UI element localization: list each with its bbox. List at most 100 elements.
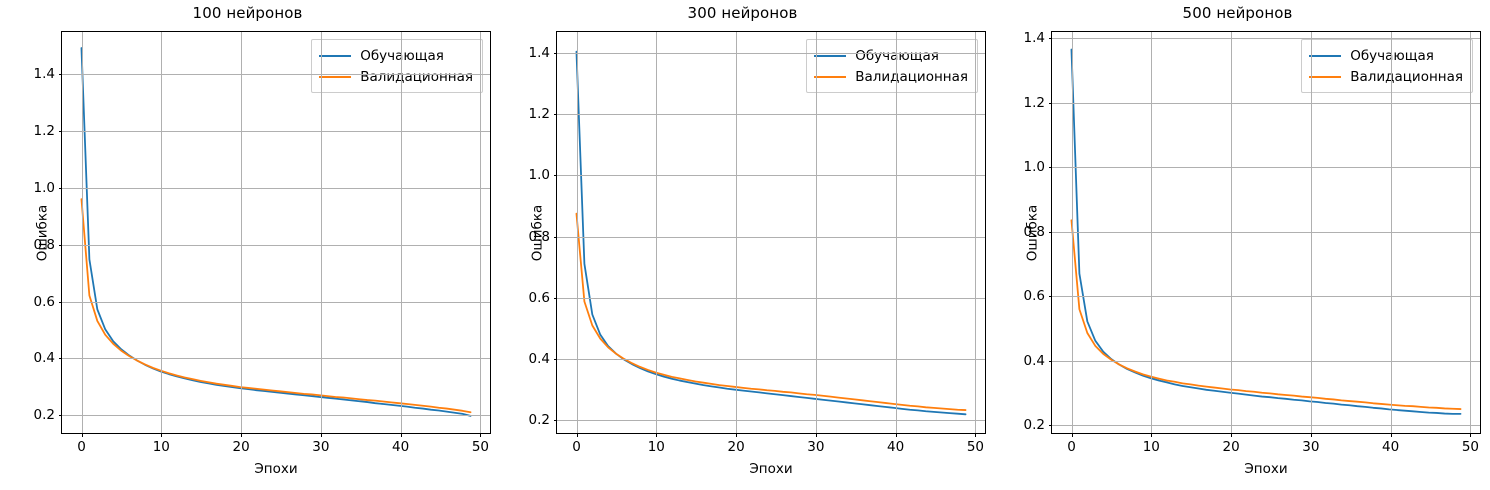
gridline-horizontal xyxy=(62,244,490,246)
gridline-horizontal xyxy=(1052,360,1480,362)
y-tick-label: 1.2 xyxy=(528,106,550,123)
x-tick-label: 50 xyxy=(471,439,490,455)
gridline-vertical xyxy=(480,32,482,433)
y-tick-mark xyxy=(1048,231,1052,233)
gridline-vertical xyxy=(161,32,163,433)
gridline-vertical xyxy=(736,32,738,433)
y-tick-mark xyxy=(1048,102,1052,104)
y-tick-label: 1.0 xyxy=(528,167,550,184)
legend-label-train: Обучающая xyxy=(855,47,939,64)
y-tick-label: 0.8 xyxy=(33,236,55,253)
legend-entry-train: Обучающая xyxy=(319,45,473,66)
legend-label-validation: Валидационная xyxy=(855,68,968,85)
gridline-vertical xyxy=(81,32,83,433)
y-tick-label: 0.6 xyxy=(528,289,550,306)
x-tick-label: 20 xyxy=(232,439,250,455)
x-tick-mark xyxy=(895,433,897,437)
legend-box: Обучающая Валидационная xyxy=(311,39,483,93)
x-tick-mark xyxy=(161,433,163,437)
gridline-horizontal xyxy=(1052,425,1480,427)
x-tick-mark xyxy=(576,433,578,437)
x-tick-label: 10 xyxy=(647,439,665,455)
y-tick-label: 1.4 xyxy=(1023,30,1045,47)
x-tick-label: 0 xyxy=(77,439,86,455)
y-tick-mark xyxy=(553,236,557,238)
y-tick-label: 1.4 xyxy=(33,66,55,83)
x-tick-mark xyxy=(1310,433,1312,437)
gridline-horizontal xyxy=(1052,102,1480,104)
gridline-vertical xyxy=(1071,32,1073,433)
y-tick-label: 0.2 xyxy=(1023,417,1045,434)
legend-swatch-train xyxy=(814,54,847,57)
y-tick-mark xyxy=(1048,425,1052,427)
x-tick-label: 50 xyxy=(1461,439,1480,455)
y-tick-mark xyxy=(553,114,557,116)
y-tick-label: 1.2 xyxy=(1023,94,1045,111)
legend-entry-validation: Валидационная xyxy=(814,66,968,87)
legend-entry-validation: Валидационная xyxy=(319,66,473,87)
y-tick-mark xyxy=(58,131,62,133)
y-tick-label: 0.8 xyxy=(528,228,550,245)
y-tick-mark xyxy=(58,301,62,303)
x-tick-mark xyxy=(815,433,817,437)
gridline-horizontal xyxy=(557,358,985,360)
gridline-vertical xyxy=(815,32,817,433)
gridline-horizontal xyxy=(557,419,985,421)
x-tick-mark xyxy=(1390,433,1392,437)
x-tick-mark xyxy=(81,433,83,437)
gridline-horizontal xyxy=(1052,38,1480,40)
gridline-vertical xyxy=(1390,32,1392,433)
gridline-vertical xyxy=(400,32,402,433)
legend-entry-train: Обучающая xyxy=(814,45,968,66)
y-tick-label: 0.2 xyxy=(528,411,550,428)
series-line xyxy=(80,198,472,414)
gridline-vertical xyxy=(1310,32,1312,433)
y-tick-mark xyxy=(58,244,62,246)
legend-label-train: Обучающая xyxy=(1350,47,1434,64)
y-tick-label: 0.8 xyxy=(1023,223,1045,240)
y-tick-label: 1.2 xyxy=(33,123,55,140)
panel-title: 500 нейронов xyxy=(1182,4,1293,22)
subplot-panel-100: 100 нейронов Ошибка Эпохи Обучающая Вали… xyxy=(0,0,495,490)
gridline-horizontal xyxy=(1052,296,1480,298)
x-tick-mark xyxy=(736,433,738,437)
x-tick-label: 20 xyxy=(727,439,745,455)
y-tick-label: 0.6 xyxy=(1023,288,1045,305)
x-tick-mark xyxy=(480,433,482,437)
legend-box: Обучающая Валидационная xyxy=(806,39,978,93)
gridline-horizontal xyxy=(557,53,985,55)
gridline-vertical xyxy=(241,32,243,433)
x-axis-label: Эпохи xyxy=(1244,461,1288,477)
gridline-vertical xyxy=(1151,32,1153,433)
x-tick-mark xyxy=(656,433,658,437)
legend-box: Обучающая Валидационная xyxy=(1301,39,1473,93)
x-axis-label: Эпохи xyxy=(749,461,793,477)
x-tick-label: 10 xyxy=(152,439,170,455)
y-tick-mark xyxy=(553,53,557,55)
y-tick-label: 1.0 xyxy=(33,180,55,197)
x-tick-mark xyxy=(1231,433,1233,437)
gridline-vertical xyxy=(1470,32,1472,433)
x-tick-mark xyxy=(1151,433,1153,437)
gridline-horizontal xyxy=(557,114,985,116)
gridline-vertical xyxy=(895,32,897,433)
x-tick-mark xyxy=(1071,433,1073,437)
y-tick-label: 0.4 xyxy=(528,350,550,367)
gridline-vertical xyxy=(975,32,977,433)
legend-label-validation: Валидационная xyxy=(360,68,473,85)
gridline-horizontal xyxy=(62,188,490,190)
y-tick-mark xyxy=(1048,360,1052,362)
x-tick-label: 50 xyxy=(966,439,985,455)
gridline-horizontal xyxy=(557,297,985,299)
series-line xyxy=(80,47,472,417)
legend-swatch-validation xyxy=(1309,75,1342,78)
gridline-horizontal xyxy=(557,236,985,238)
y-tick-mark xyxy=(553,419,557,421)
gridline-vertical xyxy=(1231,32,1233,433)
x-tick-label: 30 xyxy=(312,439,330,455)
gridline-horizontal xyxy=(62,301,490,303)
y-tick-label: 0.2 xyxy=(33,407,55,424)
y-tick-label: 0.4 xyxy=(1023,352,1045,369)
gridline-horizontal xyxy=(62,358,490,360)
